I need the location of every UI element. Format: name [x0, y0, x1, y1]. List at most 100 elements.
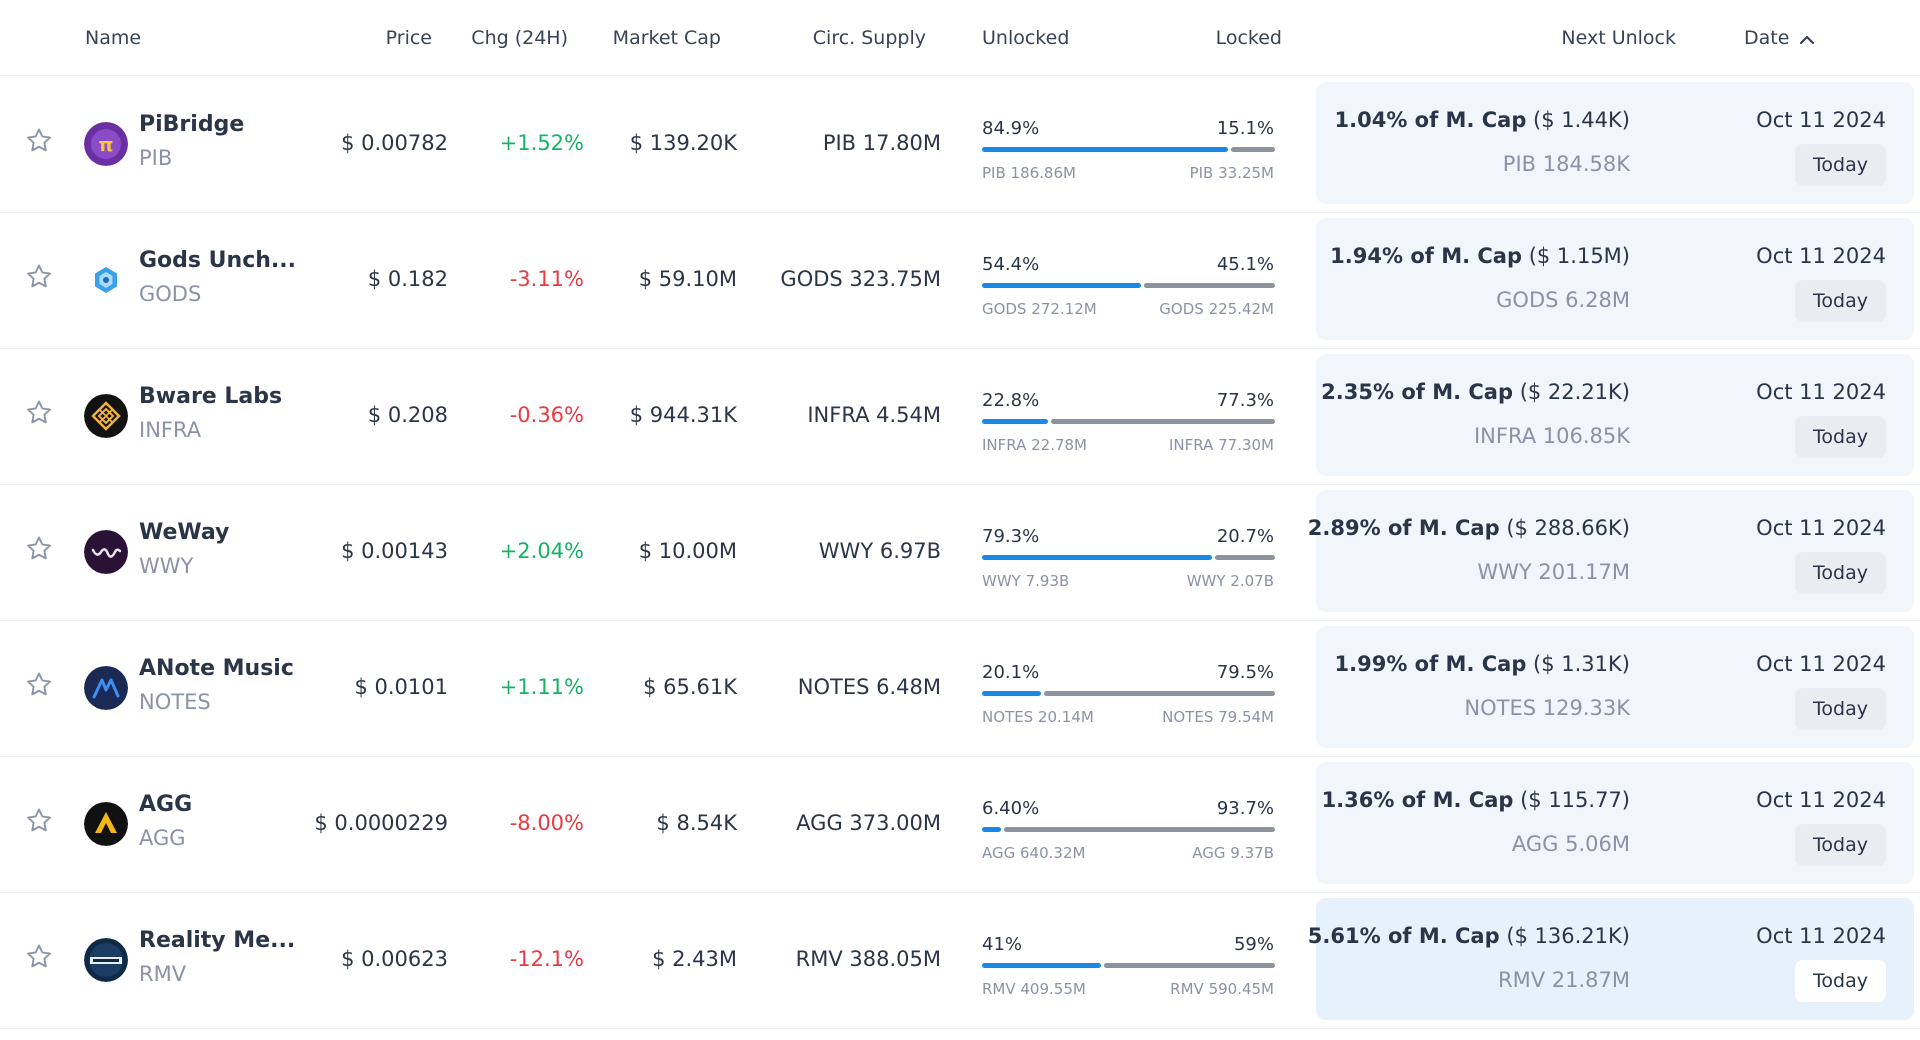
next-unlock-panel[interactable]: 5.61% of M. Cap ($ 136.21K) RMV 21.87M O…: [1308, 898, 1914, 1020]
unlocked-bar-fill: [982, 555, 1212, 560]
next-unlock-panel[interactable]: 1.94% of M. Cap ($ 1.15M) GODS 6.28M Oct…: [1316, 218, 1914, 340]
header-unlocked[interactable]: Unlocked: [982, 27, 1070, 49]
next-unlock-usd: ($ 115.77): [1520, 788, 1630, 812]
locked-amount: INFRA 77.30M: [1169, 436, 1274, 454]
star-favorite-icon[interactable]: [24, 534, 54, 564]
token-circ-supply: INFRA 4.54M: [807, 403, 941, 427]
token-name[interactable]: WeWay: [139, 520, 230, 545]
next-unlock-panel[interactable]: 2.35% of M. Cap ($ 22.21K) INFRA 106.85K…: [1316, 354, 1914, 476]
next-unlock-panel[interactable]: 1.99% of M. Cap ($ 1.31K) NOTES 129.33K …: [1316, 626, 1914, 748]
next-unlock-panel[interactable]: 2.89% of M. Cap ($ 288.66K) WWY 201.17M …: [1308, 490, 1914, 612]
today-badge: Today: [1795, 144, 1886, 186]
header-locked[interactable]: Locked: [1215, 27, 1282, 49]
next-unlock-pct: 1.94% of M. Cap: [1330, 244, 1522, 268]
today-badge: Today: [1795, 960, 1886, 1002]
next-unlock-panel[interactable]: 1.36% of M. Cap ($ 115.77) AGG 5.06M Oct…: [1316, 762, 1914, 884]
locked-percent: 45.1%: [1216, 254, 1274, 275]
locked-bar-fill: [1103, 963, 1275, 968]
table-row-wwy[interactable]: WeWay WWY $ 0.00143 +2.04% $ 10.00M WWY …: [0, 484, 1920, 621]
locked-amount: WWY 2.07B: [1186, 572, 1274, 590]
unlock-date: Oct 11 2024: [1756, 788, 1886, 812]
next-unlock-usd: ($ 1.44K): [1533, 108, 1630, 132]
token-circ-supply: GODS 323.75M: [780, 267, 941, 291]
next-unlock-usd: ($ 22.21K): [1519, 380, 1630, 404]
token-name[interactable]: Bware Labs: [139, 384, 283, 409]
unlocked-amount: PIB 186.86M: [982, 164, 1076, 182]
token-circ-supply: PIB 17.80M: [822, 131, 941, 155]
unlocked-percent: 84.9%: [982, 118, 1040, 139]
locked-bar-fill: [1143, 283, 1275, 288]
unlock-progress-bar: [982, 691, 1275, 696]
table-row-agg[interactable]: AGG AGG $ 0.0000229 -8.00% $ 8.54K AGG 3…: [0, 756, 1920, 893]
next-unlock-share: 1.99% of M. Cap ($ 1.31K): [1335, 652, 1630, 676]
unlocked-percent: 6.40%: [982, 798, 1040, 819]
star-favorite-icon[interactable]: [24, 126, 54, 156]
token-price: $ 0.0101: [354, 675, 448, 699]
unlock-date: Oct 11 2024: [1756, 108, 1886, 132]
next-unlock-share: 1.36% of M. Cap ($ 115.77): [1322, 788, 1630, 812]
token-market-cap: $ 139.20K: [629, 131, 737, 155]
token-change-24h: +1.52%: [499, 131, 584, 155]
header-name[interactable]: Name: [85, 27, 142, 49]
next-unlock-amount: WWY 201.17M: [1477, 560, 1630, 584]
unlocked-percent: 41%: [982, 934, 1023, 955]
unlocked-percent: 20.1%: [982, 662, 1040, 683]
token-name[interactable]: ANote Music: [139, 656, 294, 681]
unlock-date: Oct 11 2024: [1756, 924, 1886, 948]
header-date-sort[interactable]: Date: [1744, 27, 1815, 50]
next-unlock-pct: 5.61% of M. Cap: [1307, 924, 1500, 948]
unlock-progress-bar: [982, 963, 1275, 968]
token-symbol: RMV: [139, 962, 187, 986]
table-row-pib[interactable]: π PiBridge PIB $ 0.00782 +1.52% $ 139.20…: [0, 76, 1920, 213]
unlocked-bar-fill: [982, 147, 1229, 152]
next-unlock-panel[interactable]: 1.04% of M. Cap ($ 1.44K) PIB 184.58K Oc…: [1316, 82, 1914, 204]
unlock-date: Oct 11 2024: [1756, 244, 1886, 268]
star-favorite-icon[interactable]: [24, 806, 54, 836]
locked-bar-fill: [1003, 827, 1275, 832]
locked-percent: 15.1%: [1216, 118, 1274, 139]
header-chg[interactable]: Chg (24H): [471, 27, 568, 49]
star-favorite-icon[interactable]: [24, 942, 54, 972]
token-symbol: PIB: [139, 146, 173, 170]
next-unlock-amount: INFRA 106.85K: [1473, 424, 1630, 448]
token-market-cap: $ 10.00M: [638, 539, 737, 563]
table-row-rmv[interactable]: Reality Me... RMV $ 0.00623 -12.1% $ 2.4…: [0, 892, 1920, 1029]
table-row-notes[interactable]: ANote Music NOTES $ 0.0101 +1.11% $ 65.6…: [0, 620, 1920, 757]
header-date-label: Date: [1744, 27, 1790, 49]
header-price[interactable]: Price: [385, 27, 432, 49]
token-price: $ 0.00143: [341, 539, 448, 563]
unlocked-amount: GODS 272.12M: [982, 300, 1097, 318]
token-price: $ 0.208: [367, 403, 448, 427]
token-name[interactable]: PiBridge: [139, 112, 245, 137]
token-name[interactable]: Reality Me...: [139, 928, 296, 953]
token-change-24h: +2.04%: [499, 539, 584, 563]
locked-amount: NOTES 79.54M: [1162, 708, 1274, 726]
token-symbol: WWY: [139, 554, 194, 578]
table-row-infra[interactable]: Bware Labs INFRA $ 0.208 -0.36% $ 944.31…: [0, 348, 1920, 485]
header-circ-supply[interactable]: Circ. Supply: [812, 27, 926, 49]
header-market-cap[interactable]: Market Cap: [612, 27, 721, 49]
unlocked-amount: WWY 7.93B: [982, 572, 1070, 590]
unlock-progress-bar: [982, 147, 1275, 152]
token-symbol: AGG: [139, 826, 186, 850]
star-favorite-icon[interactable]: [24, 398, 54, 428]
token-name[interactable]: Gods Unch...: [139, 248, 296, 273]
token-change-24h: -0.36%: [509, 403, 584, 427]
gods-unchained-logo-icon: [84, 258, 128, 302]
star-favorite-icon[interactable]: [24, 262, 54, 292]
locked-amount: AGG 9.37B: [1192, 844, 1274, 862]
next-unlock-share: 1.04% of M. Cap ($ 1.44K): [1335, 108, 1630, 132]
next-unlock-usd: ($ 288.66K): [1506, 516, 1630, 540]
header-next-unlock[interactable]: Next Unlock: [1561, 27, 1676, 49]
today-badge: Today: [1795, 552, 1886, 594]
token-name[interactable]: AGG: [139, 792, 193, 817]
token-market-cap: $ 944.31K: [629, 403, 737, 427]
star-favorite-icon[interactable]: [24, 670, 54, 700]
locked-percent: 20.7%: [1216, 526, 1274, 547]
table-row-gods[interactable]: Gods Unch... GODS $ 0.182 -3.11% $ 59.10…: [0, 212, 1920, 349]
unlocked-percent: 79.3%: [982, 526, 1040, 547]
token-price: $ 0.00782: [341, 131, 448, 155]
locked-percent: 79.5%: [1216, 662, 1274, 683]
token-symbol: INFRA: [139, 418, 202, 442]
unlocked-percent: 54.4%: [982, 254, 1040, 275]
